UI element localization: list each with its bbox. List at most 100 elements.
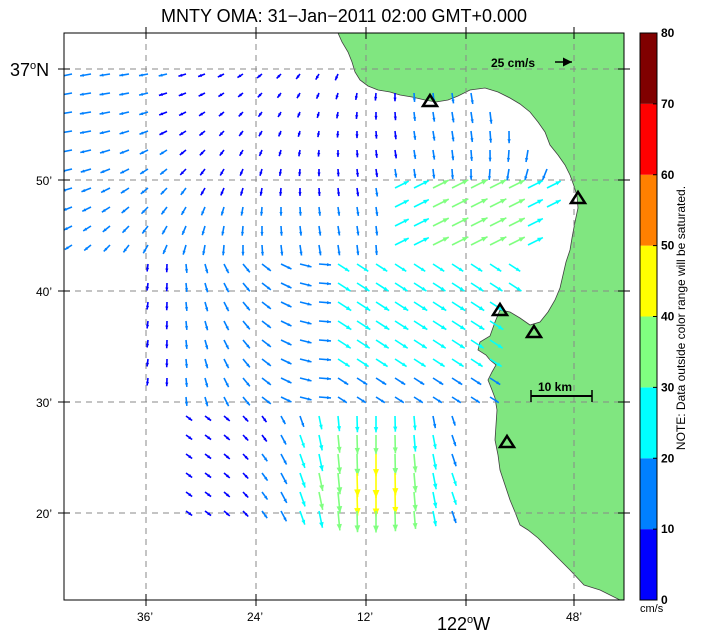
current-vector-head — [319, 465, 324, 472]
current-vector-head — [458, 267, 464, 272]
current-vector-head — [412, 522, 418, 529]
current-vector-head — [257, 93, 262, 98]
colorbar-tick-label: 60 — [661, 168, 675, 182]
current-vector-head — [225, 288, 229, 293]
current-vector-head — [481, 179, 488, 185]
current-vector-head — [494, 399, 499, 403]
current-vector-head — [244, 493, 249, 498]
current-vector-head — [145, 362, 150, 367]
current-vector-head — [518, 180, 525, 185]
current-vector-head — [456, 399, 461, 403]
current-vector-head — [158, 73, 163, 77]
current-vector-head — [345, 286, 351, 292]
current-vector-head — [64, 246, 69, 250]
current-vector — [64, 130, 73, 134]
current-vector-head — [374, 96, 378, 101]
current-vector-head — [180, 171, 184, 175]
current-vector — [64, 149, 73, 153]
current-vector-head — [301, 462, 306, 468]
current-vector-head — [237, 74, 242, 78]
current-vector-head — [319, 445, 324, 451]
current-vector-head — [413, 136, 417, 140]
current-vector-head — [207, 436, 212, 440]
current-vector-head — [298, 192, 302, 196]
current-vector-head — [207, 417, 212, 421]
current-vector-head — [462, 198, 469, 204]
current-vector-head — [345, 325, 352, 330]
map-title: MNTY OMA: 31−Jan−2011 02:00 GMT+0.000 — [160, 6, 528, 26]
current-vector-head — [297, 94, 301, 99]
current-vector-head — [524, 176, 528, 181]
current-vector-head — [392, 488, 399, 496]
current-vector-head — [246, 325, 250, 330]
current-vector-head — [205, 383, 209, 388]
current-vector-head — [207, 493, 212, 497]
current-vector-head — [159, 112, 164, 116]
current-vector-head — [180, 191, 185, 195]
current-vector-head — [497, 325, 504, 330]
current-vector-head — [298, 172, 302, 177]
current-vector-head — [354, 468, 361, 476]
current-vector-head — [188, 417, 193, 421]
colorbar-tick-label: 40 — [661, 310, 675, 324]
lat-label-50: 50’ — [36, 174, 52, 188]
current-vector-head — [412, 504, 418, 512]
current-vector-head — [489, 119, 493, 124]
current-vector-head — [335, 114, 340, 119]
current-vector-head — [282, 420, 286, 425]
current-vector-head — [205, 364, 209, 369]
current-vector-head — [364, 343, 370, 349]
current-vector-head — [246, 268, 250, 273]
current-vector-head — [392, 447, 398, 454]
current-vector-head — [165, 325, 169, 330]
current-vector-head — [462, 217, 469, 223]
current-vector-head — [158, 92, 163, 96]
current-vector-head — [263, 437, 267, 442]
current-vector-head — [412, 425, 417, 431]
current-vector-head — [462, 236, 469, 242]
current-vector-head — [316, 94, 320, 99]
current-vector-head — [142, 229, 146, 234]
current-vector-head — [266, 324, 271, 328]
current-vector-head — [344, 381, 349, 385]
current-vector-head — [432, 423, 437, 429]
current-vector-head — [205, 269, 209, 274]
current-vector-head — [218, 93, 223, 97]
current-vector-head — [297, 152, 302, 157]
current-vector-head — [220, 171, 224, 176]
current-vector-head — [392, 506, 399, 515]
current-vector-head — [356, 211, 360, 216]
current-vector-head — [355, 134, 359, 139]
current-vector-head — [452, 421, 456, 426]
current-vector-head — [518, 218, 525, 223]
current-vector-head — [225, 269, 229, 274]
current-vector-head — [82, 208, 87, 212]
current-vector-head — [139, 112, 144, 116]
current-vector-head — [301, 482, 306, 488]
current-vector-head — [278, 132, 282, 137]
lat-label-20: 20’ — [36, 507, 52, 521]
current-vector-head — [139, 92, 144, 96]
longitude-labels: 36’ 24’ 12’ 122oW 48’ — [137, 610, 582, 634]
current-vector-head — [184, 307, 189, 311]
lon-label-24: 24’ — [247, 610, 263, 624]
current-vector-head — [392, 524, 399, 532]
current-vector-head — [205, 402, 209, 407]
current-vector-head — [423, 237, 429, 242]
current-vector-head — [244, 474, 249, 479]
current-vector-head — [258, 132, 263, 137]
current-vector-head — [160, 190, 165, 195]
current-vector-head — [100, 150, 104, 154]
current-vector-head — [145, 381, 150, 386]
current-vector-head — [319, 503, 324, 510]
colorbar-segment — [640, 458, 657, 530]
current-vector-head — [263, 418, 267, 423]
current-vector-head — [412, 466, 418, 473]
current-vector-head — [327, 263, 332, 267]
current-vector-head — [240, 211, 244, 216]
current-vector-head — [84, 246, 89, 251]
current-vector-head — [238, 93, 242, 97]
current-vector-head — [496, 267, 502, 272]
current-vector-head — [399, 399, 404, 403]
